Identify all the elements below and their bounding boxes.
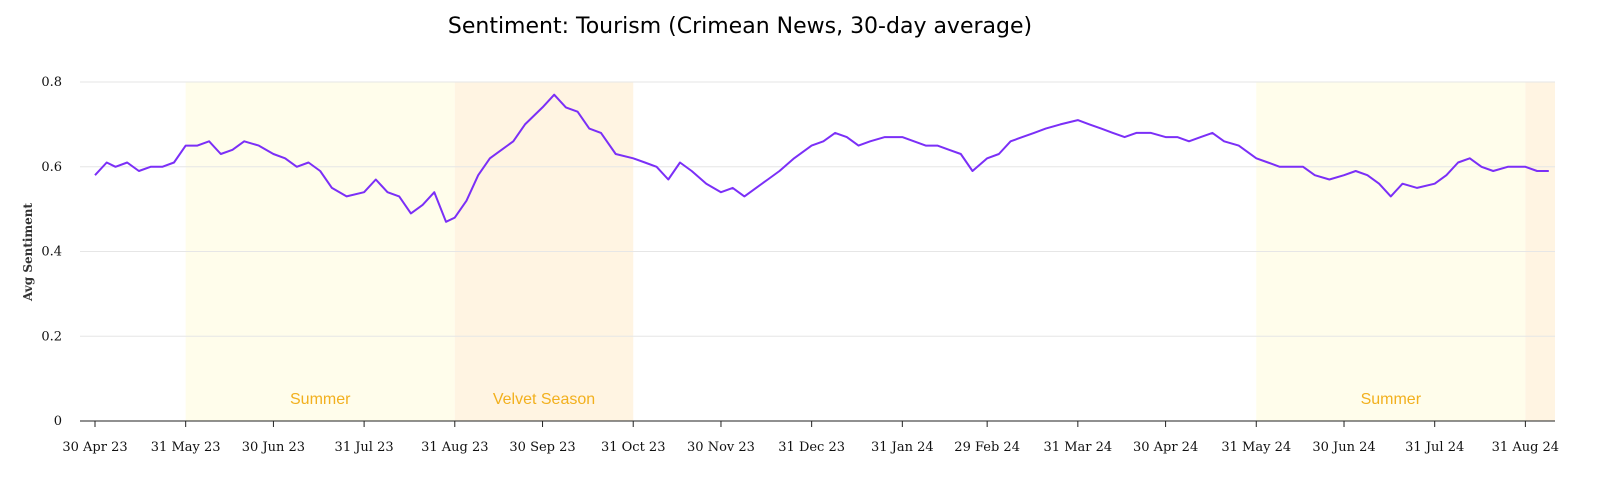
x-tick-label: 31 Jul 24 <box>1405 440 1464 455</box>
sentiment-line <box>94 93 1549 223</box>
season-band-label: Summer <box>290 391 351 408</box>
y-axis-label: Avg Sentiment <box>21 202 35 302</box>
x-tick-label: 30 Jun 24 <box>1312 440 1375 455</box>
axes: 0 0.2 0.4 0.6 0.8 30 Apr 23 31 May 23 30 Jun 23… <box>41 75 1559 455</box>
y-tick-label: 0.2 <box>41 329 62 344</box>
x-tick-label: 30 Jun 23 <box>242 440 305 455</box>
series-layer <box>94 93 1549 223</box>
x-tick-label: 30 Apr 23 <box>62 440 127 455</box>
gridlines <box>80 81 1555 337</box>
y-tick-label: 0.8 <box>41 75 62 90</box>
season-band-label: Summer <box>1361 391 1422 408</box>
chart-title: Sentiment: Tourism (Crimean News, 30-day… <box>447 14 1033 39</box>
x-tick-label: 30 Nov 23 <box>687 440 755 455</box>
x-tick-label: 31 May 23 <box>151 440 221 455</box>
x-tick-label: 31 Oct 23 <box>601 440 666 455</box>
y-tick-label: 0 <box>54 414 62 429</box>
x-tick-label: 29 Feb 24 <box>954 440 1020 455</box>
y-tick-label: 0.6 <box>41 160 62 175</box>
x-tick-label: 31 Jan 24 <box>871 440 934 455</box>
season-band-label: Velvet Season <box>493 391 595 408</box>
x-tick-label: 31 Aug 23 <box>421 440 488 455</box>
y-tick-label: 0.4 <box>41 245 62 260</box>
x-tick-label: 31 Aug 24 <box>1492 440 1559 455</box>
season-band-labels: Summer Velvet Season Summer <box>290 391 1422 408</box>
x-tick-label: 31 Jul 23 <box>335 440 394 455</box>
x-tick-label: 31 Mar 24 <box>1044 440 1113 455</box>
x-tick-label: 30 Apr 24 <box>1133 440 1198 455</box>
x-tick-label: 31 Dec 23 <box>778 440 845 455</box>
x-tick-label: 30 Sep 23 <box>509 440 575 455</box>
x-tick-label: 31 May 24 <box>1221 440 1291 455</box>
